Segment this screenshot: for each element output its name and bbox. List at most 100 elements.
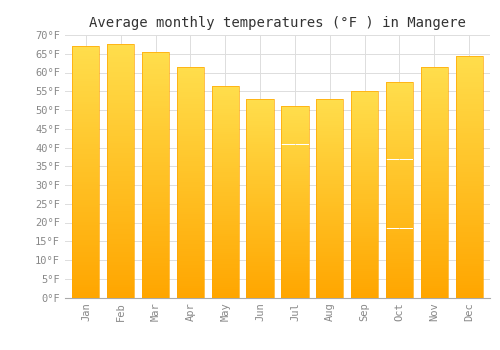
Bar [386,280,413,282]
Bar [282,231,308,232]
Bar [177,175,204,177]
Bar [142,79,169,81]
Bar [246,152,274,154]
Bar [456,65,482,68]
Bar [142,116,169,118]
Bar [316,194,344,196]
Bar [72,257,100,260]
Bar [386,291,413,293]
Bar [107,88,134,90]
Bar [420,161,448,164]
Bar [456,152,482,155]
Bar [107,181,134,184]
Bar [386,177,413,179]
Bar [316,206,344,208]
Bar [72,127,100,129]
Bar [142,133,169,135]
Bar [351,289,378,291]
Bar [212,234,239,236]
Bar [142,248,169,251]
Bar [420,247,448,249]
Bar [177,263,204,265]
Bar [420,97,448,99]
Bar [316,280,344,282]
Bar [282,234,308,236]
Bar [420,76,448,78]
Bar [72,255,100,257]
Bar [386,129,413,132]
Bar [72,142,100,144]
Bar [72,187,100,189]
Bar [456,63,482,65]
Bar [212,94,239,96]
Bar [177,235,204,238]
Bar [212,105,239,107]
Bar [142,150,169,153]
Bar [212,253,239,255]
Bar [72,267,100,270]
Bar [351,295,378,298]
Bar [282,189,308,190]
Bar [386,104,413,106]
Bar [212,126,239,128]
Bar [316,232,344,234]
Bar [246,212,274,214]
Bar [386,211,413,214]
Bar [177,94,204,97]
Bar [316,113,344,115]
Bar [420,272,448,274]
Bar [107,272,134,275]
Bar [351,104,378,106]
Bar [282,196,308,198]
Bar [212,289,239,291]
Bar [212,100,239,103]
Bar [107,244,134,247]
Bar [72,207,100,210]
Bar [456,189,482,191]
Bar [142,224,169,226]
Bar [456,167,482,169]
Bar [107,133,134,135]
Bar [420,182,448,184]
Bar [142,64,169,66]
Bar [107,209,134,211]
Bar [316,238,344,240]
Bar [386,229,413,231]
Bar [386,95,413,97]
Bar [282,208,308,210]
Bar [107,224,134,227]
Bar [212,147,239,149]
Bar [420,90,448,92]
Bar [177,141,204,143]
Bar [107,62,134,65]
Bar [351,120,378,122]
Bar [316,111,344,113]
Bar [282,219,308,221]
Bar [142,81,169,84]
Bar [420,228,448,231]
Bar [212,240,239,243]
Bar [177,180,204,182]
Bar [420,92,448,95]
Bar [107,67,134,70]
Bar [72,69,100,71]
Bar [316,286,344,288]
Bar [107,141,134,143]
Bar [386,125,413,127]
Bar [456,215,482,218]
Bar [212,149,239,151]
Bar [212,168,239,170]
Bar [282,211,308,214]
Bar [246,127,274,128]
Bar [282,202,308,204]
Bar [246,131,274,133]
Bar [72,117,100,119]
Bar [282,106,308,298]
Bar [316,234,344,236]
Bar [72,217,100,219]
Bar [72,122,100,124]
Bar [456,223,482,225]
Bar [212,276,239,279]
Bar [142,113,169,116]
Bar [72,260,100,262]
